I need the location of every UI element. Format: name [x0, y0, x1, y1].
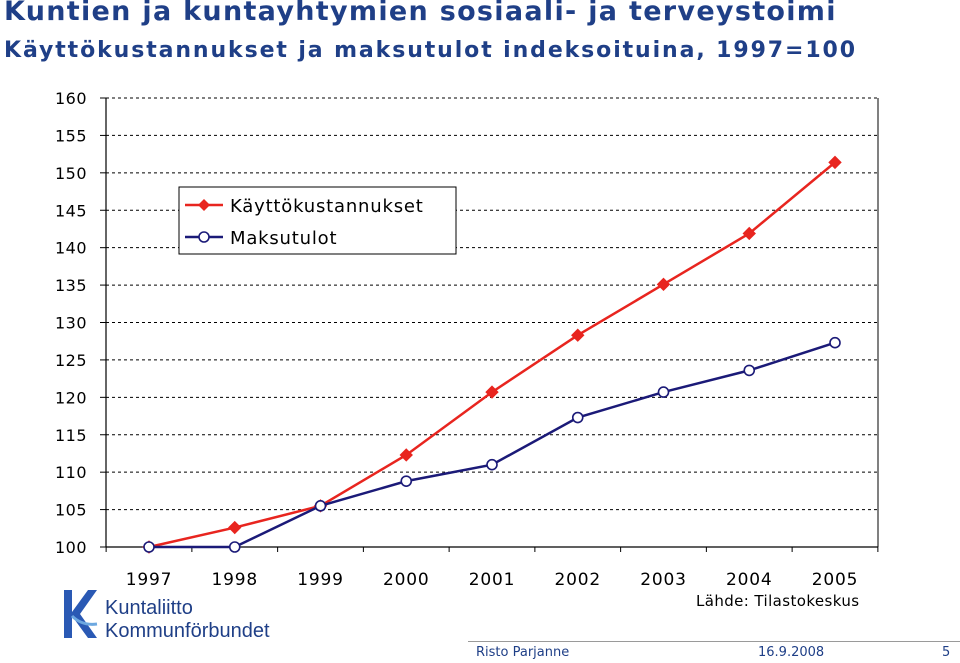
data-point	[400, 475, 413, 487]
data-point	[314, 500, 327, 512]
x-tick-label: 2000	[383, 570, 429, 590]
y-tick-labels: 100 105 110 115 120 125 130 135 140 145 150 155 160	[55, 89, 87, 557]
data-point	[228, 520, 242, 535]
chart-title: Kuntien ja kuntayhtymien sosiaali- ja te…	[4, 0, 837, 27]
data-point	[399, 448, 413, 462]
y-tick-label: 155	[55, 126, 87, 145]
data-point	[485, 385, 499, 399]
y-tick-label: 160	[55, 89, 87, 108]
axes	[100, 97, 879, 552]
y-tick-label: 130	[55, 314, 87, 333]
logo-swoosh	[70, 614, 98, 626]
logo-line2: Kommunförbundet	[105, 620, 270, 642]
chart-subtitle: Käyttökustannukset ja maksutulot indekso…	[4, 38, 857, 63]
legend-label: Käyttökustannukset	[230, 196, 424, 217]
y-tick-label: 110	[55, 463, 87, 482]
data-point	[571, 411, 584, 424]
x-tick-label: 2004	[726, 570, 772, 590]
legend-box	[178, 186, 457, 255]
footer-date: 16.9.2008	[758, 645, 825, 660]
logo-k-emblem	[64, 590, 97, 638]
legend-marker	[198, 199, 210, 211]
y-tick-label: 150	[55, 164, 87, 183]
x-tick-labels: 1997 1998 1999 2000 2001 2002 2003 2004 2005	[126, 570, 858, 590]
logo-line1: Kuntaliitto	[105, 597, 193, 619]
y-tick-label: 105	[55, 501, 87, 520]
series-line	[149, 341, 836, 549]
data-point	[657, 386, 670, 398]
data-point	[228, 541, 241, 553]
data-point	[656, 277, 671, 292]
y-tick-label: 120	[55, 388, 87, 407]
x-tick-label: 2005	[812, 570, 858, 590]
series-lines	[142, 155, 842, 554]
data-point	[143, 541, 155, 553]
footer-page-number: 5	[942, 645, 951, 660]
kuntaliitto-logo: Kuntaliitto Kommunförbundet	[64, 590, 270, 642]
x-tick-label: 1997	[126, 570, 172, 590]
x-tick-label: 2003	[640, 570, 686, 590]
footer-divider	[468, 641, 960, 642]
series-maksutulot	[143, 336, 841, 553]
data-point	[829, 336, 841, 349]
data-point	[742, 226, 756, 241]
y-tick-label: 115	[55, 426, 87, 445]
footer-author: Risto Parjanne	[476, 645, 570, 660]
gridlines	[106, 97, 878, 511]
legend-label: Maksutulot	[230, 228, 337, 249]
y-tick-label: 100	[55, 538, 87, 557]
data-point	[828, 155, 842, 170]
y-tick-label: 135	[55, 276, 87, 295]
y-tick-label: 145	[55, 201, 87, 220]
data-point	[571, 328, 585, 342]
source-note: Lähde: Tilastokeskus	[696, 592, 860, 610]
line-chart: 100105110115120125130135140145150155160 …	[55, 89, 879, 590]
data-point	[486, 458, 498, 471]
data-point	[743, 364, 756, 377]
x-tick-label: 1999	[297, 570, 343, 590]
x-tick-label: 2001	[469, 570, 515, 590]
legend: Käyttökustannukset Maksutulot	[178, 186, 457, 255]
x-tick-label: 2002	[555, 570, 601, 590]
legend-marker	[198, 231, 210, 243]
y-tick-label: 125	[55, 351, 87, 370]
x-tick-label: 1998	[212, 570, 258, 590]
y-tick-label: 140	[55, 239, 87, 258]
